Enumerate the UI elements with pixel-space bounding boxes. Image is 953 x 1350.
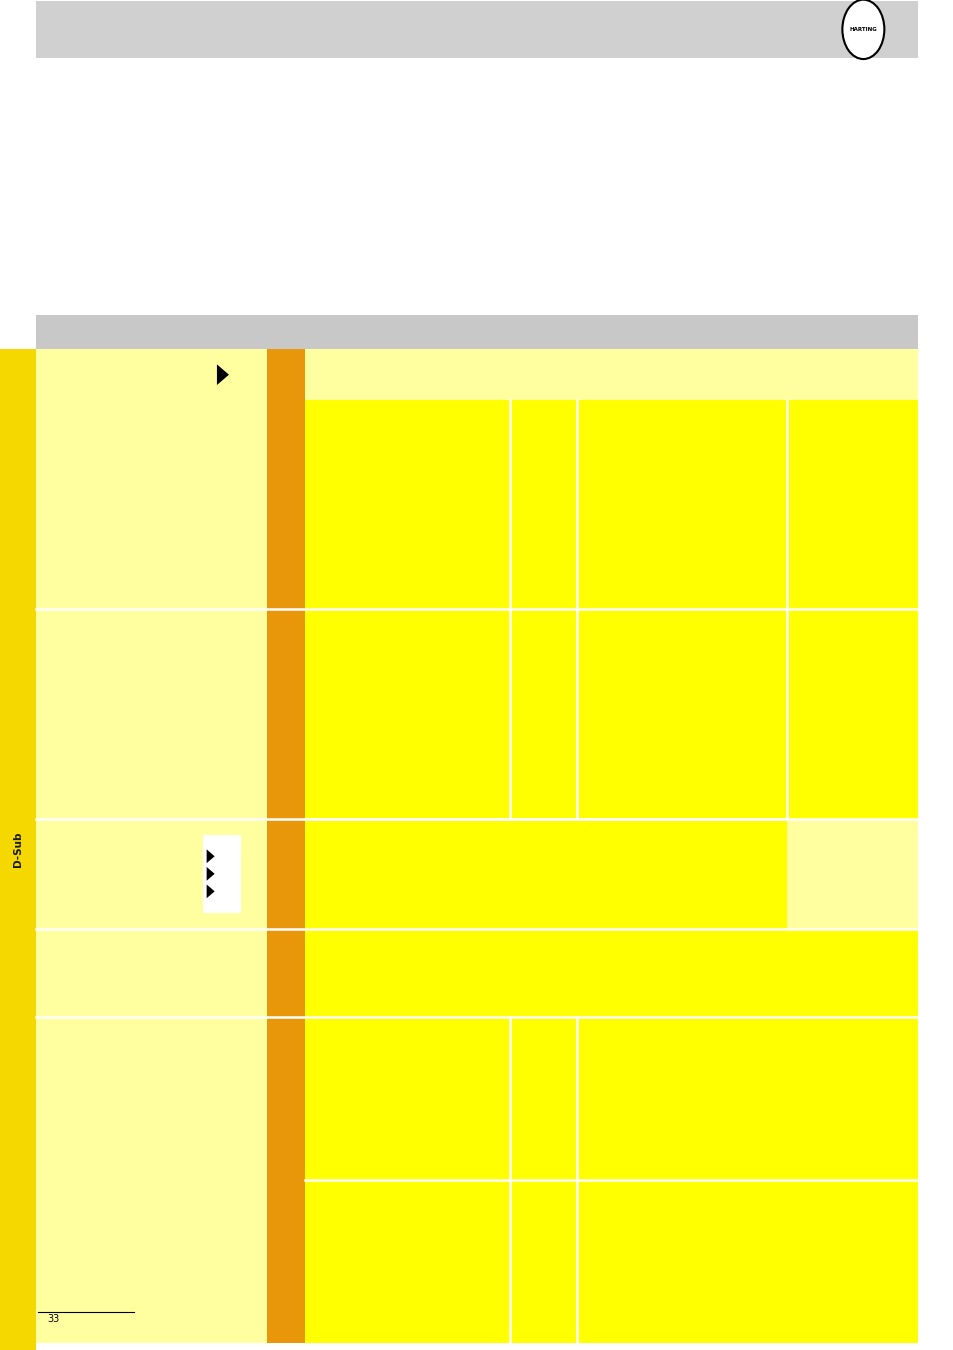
Bar bbox=[36, 350, 267, 401]
Text: D-Sub: D-Sub bbox=[13, 832, 23, 867]
Bar bbox=[577, 609, 786, 818]
Polygon shape bbox=[207, 867, 214, 880]
Bar bbox=[305, 929, 510, 1017]
Bar bbox=[267, 609, 305, 818]
Bar bbox=[305, 401, 510, 609]
Polygon shape bbox=[207, 849, 214, 863]
Bar bbox=[510, 1017, 577, 1343]
Bar bbox=[305, 350, 510, 401]
Circle shape bbox=[841, 0, 883, 59]
Bar bbox=[510, 818, 577, 929]
Bar bbox=[786, 609, 917, 818]
Bar bbox=[577, 818, 786, 929]
Bar bbox=[510, 609, 577, 818]
Text: HARTING: HARTING bbox=[848, 27, 877, 32]
Bar bbox=[36, 609, 267, 818]
Bar bbox=[305, 609, 510, 818]
Bar bbox=[36, 1017, 267, 1343]
Bar bbox=[786, 350, 917, 401]
Bar bbox=[510, 929, 577, 1017]
Bar bbox=[577, 401, 786, 609]
Polygon shape bbox=[207, 884, 214, 898]
Bar bbox=[267, 929, 305, 1017]
Bar bbox=[510, 401, 577, 609]
Bar bbox=[36, 1, 917, 58]
Bar bbox=[577, 1017, 917, 1343]
Bar bbox=[36, 818, 267, 929]
Bar bbox=[577, 929, 917, 1017]
Bar bbox=[267, 818, 305, 929]
Bar bbox=[36, 58, 917, 316]
Bar bbox=[0, 350, 36, 1350]
Bar bbox=[267, 401, 305, 609]
Bar bbox=[36, 929, 267, 1017]
Polygon shape bbox=[216, 364, 229, 385]
Bar bbox=[305, 1017, 510, 1343]
Text: 33: 33 bbox=[48, 1314, 60, 1324]
Bar bbox=[267, 1017, 305, 1343]
Bar bbox=[577, 350, 786, 401]
Bar bbox=[36, 401, 267, 609]
Bar bbox=[510, 350, 577, 401]
Bar bbox=[203, 836, 241, 913]
Bar bbox=[786, 401, 917, 609]
Bar bbox=[305, 818, 510, 929]
Bar bbox=[267, 350, 305, 401]
Bar bbox=[786, 818, 917, 929]
Bar bbox=[36, 316, 917, 350]
